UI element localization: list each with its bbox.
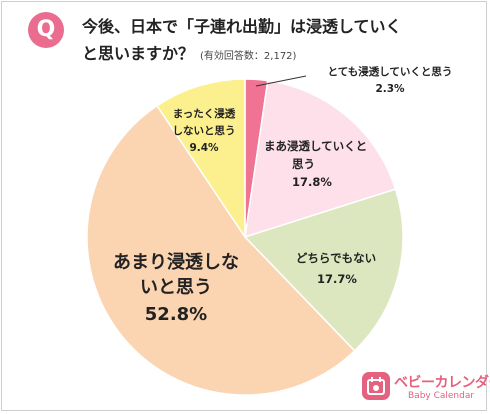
brand-subtitle: Baby Calendar bbox=[408, 391, 475, 401]
slice-label-not-much-1: あまり浸透しな bbox=[113, 251, 239, 273]
slice-value-neither: 17.7% bbox=[317, 272, 357, 286]
chart-title-line2-text: と思いますか？ bbox=[82, 44, 195, 63]
brand-name: ベビーカレンダー bbox=[394, 375, 490, 391]
slice-label-neither: どちらでもない bbox=[296, 251, 376, 265]
chart-title-line2: と思いますか？ (有効回答数：2,172) bbox=[82, 40, 296, 64]
slice-label-not-much-2: いと思う bbox=[140, 277, 212, 298]
slice-value-not-at-all: 9.4% bbox=[189, 142, 219, 154]
chart-title-line1: 今後、日本で「子連れ出勤」は浸透していく bbox=[82, 17, 402, 36]
slice-value-very-likely: 2.3% bbox=[375, 83, 405, 95]
slice-value-not-much: 52.8% bbox=[145, 304, 207, 325]
slice-label-not-at-all-2: しないと思う bbox=[173, 125, 236, 137]
leader-line bbox=[255, 75, 307, 87]
pie-slice-4 bbox=[155, 78, 246, 240]
baby-calendar-icon bbox=[362, 372, 390, 400]
pie-slices bbox=[86, 78, 404, 396]
slice-value-somewhat-likely: 17.8% bbox=[292, 175, 332, 189]
pie-slice-1 bbox=[244, 79, 397, 239]
pie-slice-3 bbox=[86, 104, 356, 396]
question-badge: Q bbox=[28, 12, 64, 48]
slice-label-very-likely: とても浸透していくと思う bbox=[328, 65, 453, 78]
chart-subtitle: (有効回答数：2,172) bbox=[200, 51, 297, 62]
brand-logo: ベビーカレンダー Baby Calendar bbox=[362, 370, 490, 406]
slice-label-somewhat-likely-2: 思う bbox=[292, 157, 315, 171]
pie-slice-2 bbox=[243, 188, 404, 352]
slice-label-not-at-all-1: まったく浸透 bbox=[173, 107, 236, 120]
slice-label-somewhat-likely-1: まあ浸透していくと bbox=[264, 139, 367, 153]
